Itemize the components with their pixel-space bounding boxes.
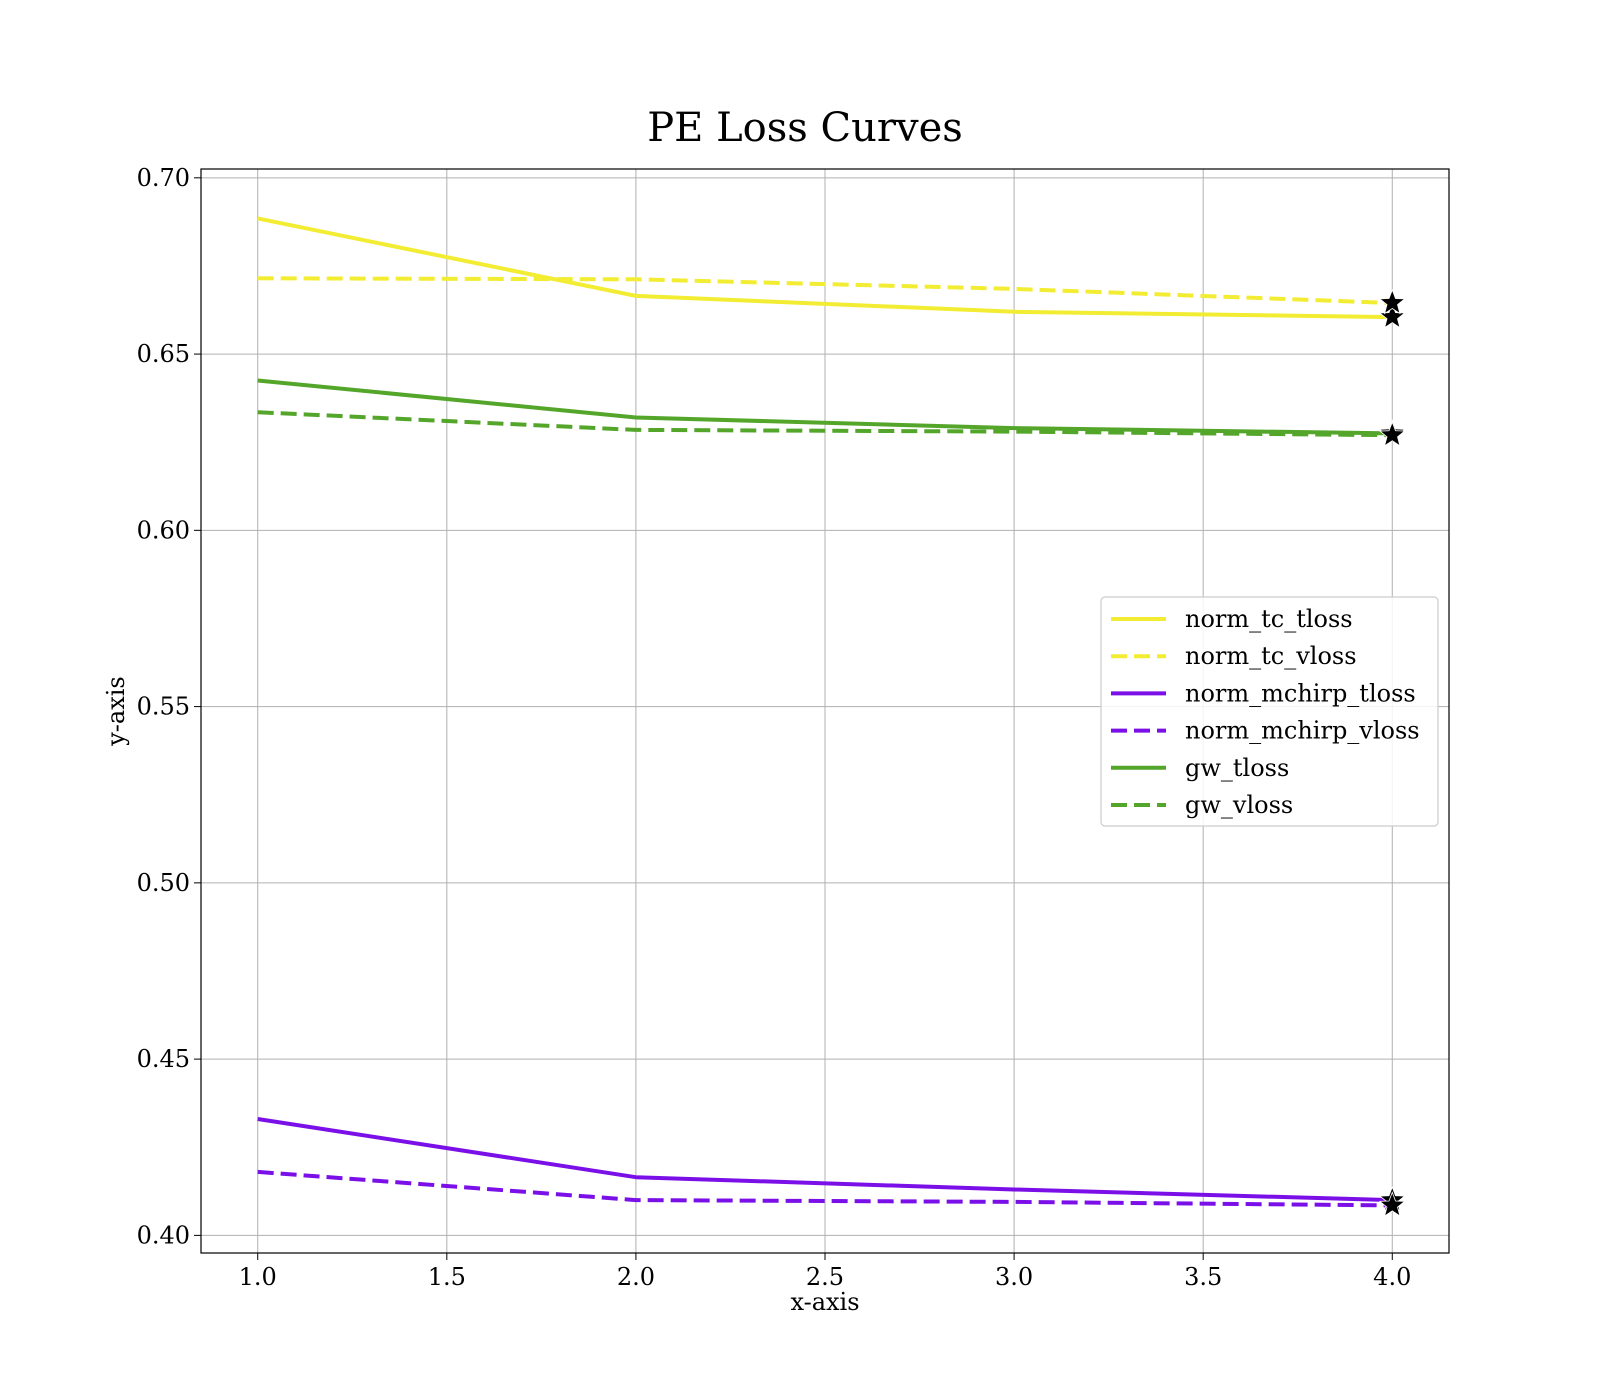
legend-label: gw_tloss <box>1185 754 1289 782</box>
series-line-norm-mchirp-tloss <box>257 1117 1393 1203</box>
legend-item: norm_tc_vloss <box>1111 642 1357 670</box>
legend-label: norm_mchirp_vloss <box>1185 717 1420 745</box>
y-tick-label: 0.70 <box>137 164 190 192</box>
marker-layer <box>1378 288 1406 1217</box>
legend-items: norm_tc_tloss norm_tc_vloss norm_mchirp_tl… <box>1111 605 1420 819</box>
star-marker-norm-tc-tloss <box>1378 302 1406 329</box>
star-marker-norm-tc-vloss <box>1378 288 1406 315</box>
legend-label: norm_tc_tloss <box>1185 605 1353 633</box>
legend: norm_tc_tloss norm_tc_vloss norm_mchirp_tl… <box>1100 596 1439 827</box>
star-marker-norm-mchirp-vloss <box>1378 1191 1406 1217</box>
star-marker-gw-vloss <box>1378 421 1406 447</box>
x-tick-label: 2.0 <box>617 1263 655 1291</box>
y-tick-label: 0.40 <box>137 1221 190 1249</box>
y-tick-label: 0.45 <box>137 1045 190 1073</box>
legend-item: norm_mchirp_vloss <box>1111 717 1420 745</box>
y-axis-ticks: 0.40 0.45 0.50 0.55 0.60 0.65 0.70 <box>137 164 201 1249</box>
y-axis-label: y-axis <box>102 676 130 747</box>
x-tick-label: 2.5 <box>806 1263 844 1291</box>
x-tick-label: 1.5 <box>428 1263 466 1291</box>
chart-title: PE Loss Curves <box>647 105 963 151</box>
legend-item: norm_mchirp_tloss <box>1111 679 1416 707</box>
legend-label: norm_mchirp_tloss <box>1185 679 1416 707</box>
x-tick-label: 4.0 <box>1373 1263 1411 1291</box>
y-tick-label: 0.50 <box>137 869 190 897</box>
x-axis-ticks: 1.0 1.5 2.0 2.5 3.0 3.5 4.0 <box>239 1253 1411 1291</box>
legend-item: norm_tc_tloss <box>1111 605 1353 633</box>
series-line-norm-mchirp-vloss <box>257 1169 1393 1208</box>
legend-item: gw_vloss <box>1111 791 1293 819</box>
legend-label: gw_vloss <box>1185 791 1293 819</box>
y-tick-label: 0.60 <box>137 516 190 544</box>
series-line-gw-vloss <box>257 410 1393 438</box>
series-line-norm-tc-vloss <box>257 276 1393 305</box>
legend-label: norm_tc_vloss <box>1185 642 1357 670</box>
legend-item: gw_tloss <box>1111 754 1289 782</box>
series-line-gw-tloss <box>257 378 1393 436</box>
x-axis-label: x-axis <box>790 1288 859 1316</box>
series-layer <box>257 216 1393 1208</box>
x-tick-label: 3.5 <box>1184 1263 1222 1291</box>
y-tick-label: 0.65 <box>137 340 190 368</box>
y-tick-label: 0.55 <box>137 693 190 721</box>
series-line-norm-tc-tloss <box>257 216 1393 320</box>
x-tick-label: 3.0 <box>995 1263 1033 1291</box>
x-tick-label: 1.0 <box>239 1263 277 1291</box>
legend-box <box>1100 596 1439 827</box>
